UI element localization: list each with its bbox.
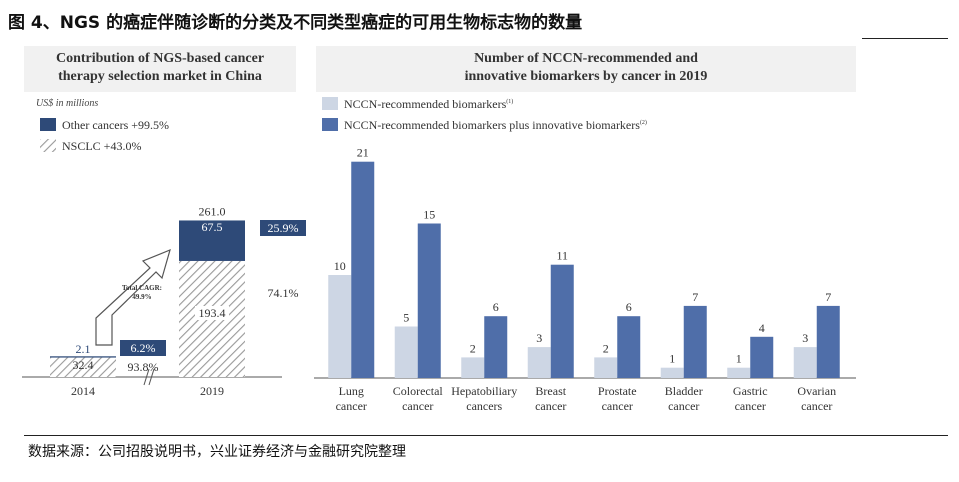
right-bar-nccn-bladder [660, 367, 684, 378]
right-legend-label-nccn: NCCN-recommended biomarkers(1) [344, 97, 513, 111]
right-value-nccn-ovarian: 3 [802, 331, 808, 345]
right-chart-title: Number of NCCN-recommended and innovativ… [316, 46, 856, 92]
right-value-nccn-bladder: 1 [669, 352, 675, 366]
left-axis-break-1 [143, 368, 150, 386]
right-x-tick-lung-line-2: cancer [336, 399, 367, 413]
right-bar-innovative-ovarian [816, 305, 840, 378]
left-bar-other-2014 [50, 356, 116, 358]
title-rule [862, 38, 948, 39]
left-legend-label-nsclc: NSCLC +43.0% [62, 139, 141, 153]
left-share-other-2019: 25.9% [268, 221, 299, 235]
left-chart-title: Contribution of NGS-based cancer therapy… [24, 46, 296, 92]
right-bar-innovative-hepatobiliary [484, 316, 508, 378]
figure-title: 图 4、NGS 的癌症伴随诊断的分类及不同类型癌症的可用生物标志物的数量 [8, 13, 583, 33]
cagr-label-line-2: 49.9% [132, 293, 151, 301]
right-bar-innovative-prostate [617, 316, 641, 378]
right-bar-nccn-breast [527, 347, 551, 378]
left-nsclc-value-2019: 193.4 [199, 306, 226, 320]
right-x-tick-colorectal-line-2: cancer [402, 399, 433, 413]
right-x-tick-hepatobiliary-line-1: Hepatobiliary [451, 384, 517, 398]
right-value-nccn-breast: 3 [536, 331, 542, 345]
right-value-innovative-prostate: 6 [626, 300, 632, 314]
right-bar-nccn-ovarian [793, 347, 817, 378]
right-value-nccn-lung: 10 [334, 259, 346, 273]
right-bar-innovative-bladder [683, 305, 707, 378]
cagr-label-line-1: Total CAGR: [122, 284, 162, 292]
cagr-arrow [95, 248, 171, 346]
right-x-tick-ovarian-line-2: cancer [801, 399, 832, 413]
left-unit-note: US$ in millions [36, 98, 98, 109]
left-legend-label-other: Other cancers +99.5% [62, 118, 169, 132]
left-other-value-bg-2014 [71, 342, 95, 356]
right-x-tick-ovarian-line-1: Ovarian [797, 384, 836, 398]
right-legend-label-innovative: NCCN-recommended biomarkers plus innovat… [344, 118, 647, 132]
left-nsclc-value-bg-2019 [195, 306, 229, 320]
left-plot-area: 201434.52019261.032.42.167.5193.46.2%93.… [22, 204, 306, 398]
right-x-tick-breast-line-1: Breast [535, 384, 566, 398]
right-x-tick-hepatobiliary-line-2: cancers [466, 399, 502, 413]
right-legend-swatch-innovative [322, 118, 338, 131]
right-value-innovative-bladder: 7 [692, 290, 698, 304]
source-rule [24, 435, 948, 436]
right-x-tick-breast-line-2: cancer [535, 399, 566, 413]
left-nsclc-value-2014: 32.4 [73, 358, 94, 372]
left-share-badge-2019 [260, 220, 306, 236]
right-value-nccn-colorectal: 5 [403, 311, 409, 325]
right-bar-nccn-gastric [727, 367, 751, 378]
right-plot-area: 1021Lungcancer515Colorectalcancer26Hepat… [314, 146, 856, 413]
right-x-tick-gastric-line-1: Gastric [733, 384, 768, 398]
right-value-innovative-gastric: 4 [759, 321, 765, 335]
right-x-tick-bladder-line-2: cancer [668, 399, 699, 413]
right-x-tick-lung-line-1: Lung [339, 384, 364, 398]
right-chart-title-line-1: Number of NCCN-recommended and [474, 51, 698, 66]
left-other-value-2019: 67.5 [202, 220, 223, 234]
right-value-innovative-colorectal: 15 [423, 208, 435, 222]
left-x-tick-2019: 2019 [200, 384, 224, 398]
left-share-badge-2014 [120, 340, 166, 356]
left-bar-other-2019 [179, 220, 245, 261]
right-value-innovative-breast: 11 [556, 249, 568, 263]
right-chart-title-line-2: innovative biomarkers by cancer in 2019 [464, 69, 708, 84]
source-note: 数据来源：公司招股说明书，兴业证券经济与金融研究院整理 [28, 444, 406, 460]
right-bar-nccn-colorectal [394, 326, 418, 378]
left-share-nsclc-2014: 93.8% [128, 360, 159, 374]
right-x-tick-bladder-line-1: Bladder [665, 384, 703, 398]
right-bar-innovative-breast [550, 264, 574, 378]
left-axis-break-2 [148, 368, 155, 386]
right-bar-innovative-gastric [750, 336, 774, 378]
right-legend-swatch-nccn [322, 97, 338, 110]
left-share-other-2014: 6.2% [131, 341, 156, 355]
right-x-tick-colorectal-line-1: Colorectal [393, 384, 444, 398]
left-x-tick-2014: 2014 [71, 384, 95, 398]
right-bar-innovative-colorectal [417, 223, 441, 378]
right-x-tick-prostate-line-2: cancer [602, 399, 633, 413]
left-share-nsclc-2019: 74.1% [268, 286, 299, 300]
right-value-nccn-prostate: 2 [603, 341, 609, 355]
left-bar-nsclc-2014 [50, 357, 116, 377]
left-chart-title-line-2: therapy selection market in China [58, 69, 262, 84]
right-value-innovative-lung: 21 [357, 146, 369, 160]
right-bar-nccn-prostate [594, 357, 618, 378]
left-legend-swatch-other [40, 118, 56, 131]
right-x-tick-gastric-line-2: cancer [735, 399, 766, 413]
right-value-innovative-hepatobiliary: 6 [493, 300, 499, 314]
right-value-nccn-gastric: 1 [736, 352, 742, 366]
left-chart-title-line-1: Contribution of NGS-based cancer [55, 51, 265, 66]
right-bar-innovative-lung [351, 161, 375, 378]
right-bar-nccn-hepatobiliary [461, 357, 485, 378]
left-other-value-2014: 2.1 [76, 342, 91, 356]
right-value-nccn-hepatobiliary: 2 [470, 341, 476, 355]
right-bar-nccn-lung [328, 275, 352, 378]
right-value-innovative-ovarian: 7 [825, 290, 831, 304]
right-x-tick-prostate-line-1: Prostate [598, 384, 637, 398]
left-legend-swatch-nsclc [40, 139, 56, 152]
left-total-label-2019: 261.0 [199, 204, 226, 218]
